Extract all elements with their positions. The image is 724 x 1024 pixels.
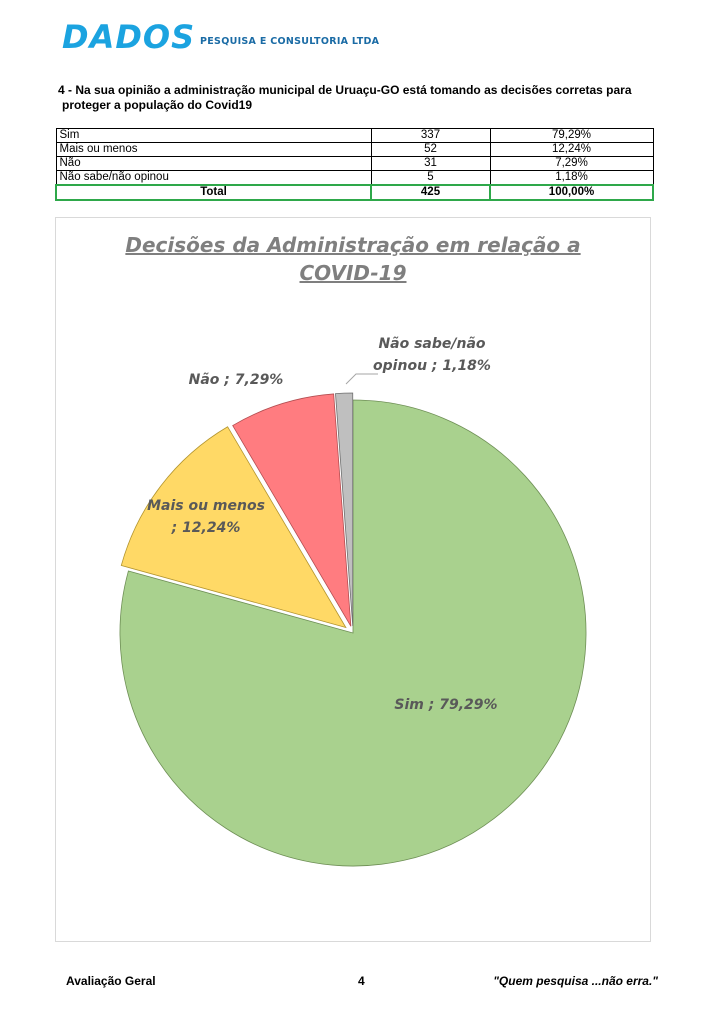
row-label: Mais ou menos bbox=[55, 142, 372, 157]
question-text: 4 - Na sua opinião a administração munic… bbox=[58, 83, 658, 113]
question-line-1: 4 - Na sua opinião a administração munic… bbox=[58, 83, 632, 97]
pie-slices bbox=[119, 392, 587, 867]
row-count: 31 bbox=[370, 156, 491, 171]
chart-title-line-1: Decisões da Administração em relação a bbox=[125, 233, 580, 257]
slice-label-line-2: ; 12,24% bbox=[171, 520, 241, 536]
row-label: Não sabe/não opinou bbox=[55, 170, 372, 186]
footer-section-title: Avaliação Geral bbox=[66, 974, 156, 988]
chart-title-line-2: COVID-19 bbox=[300, 261, 407, 285]
pie-slice-n-o-sabe-n-o-opinou bbox=[335, 392, 354, 627]
pie-chart: Decisões da Administração em relação a C… bbox=[119, 233, 587, 867]
footer-slogan: "Quem pesquisa ...não erra." bbox=[493, 974, 658, 988]
total-percent: 100,00% bbox=[489, 184, 654, 201]
table-row: Não 31 7,29% bbox=[55, 156, 654, 171]
slice-label: Não sabe/não bbox=[378, 336, 485, 352]
table-row: Não sabe/não opinou 5 1,18% bbox=[55, 170, 654, 186]
row-label: Não bbox=[55, 156, 372, 171]
pie-chart-area: Decisões da Administração em relação a C… bbox=[55, 217, 651, 942]
row-percent: 79,29% bbox=[489, 128, 654, 143]
row-count: 52 bbox=[370, 142, 491, 157]
label-leader-line bbox=[345, 373, 378, 385]
table-row: Sim 337 79,29% bbox=[55, 128, 654, 143]
slice-label: Sim ; 79,29% bbox=[394, 697, 497, 713]
pie-labels: Sim ; 79,29% Mais ou menos ; 12,24% Não ; 7… bbox=[147, 336, 498, 713]
row-count: 337 bbox=[370, 128, 491, 143]
pie-slice-sim bbox=[119, 399, 587, 867]
row-percent: 7,29% bbox=[489, 156, 654, 171]
table-total-row: Total 425 100,00% bbox=[55, 184, 654, 201]
slice-label: Mais ou menos bbox=[147, 498, 265, 514]
question-line-2: proteger a população do Covid19 bbox=[62, 98, 253, 112]
row-percent: 12,24% bbox=[489, 142, 654, 157]
footer-page-number: 4 bbox=[358, 974, 365, 988]
pie-slice-n-o bbox=[232, 393, 352, 627]
pie-slice-mais-ou-menos bbox=[120, 426, 347, 629]
slice-label: Não ; 7,29% bbox=[189, 372, 284, 388]
row-percent: 1,18% bbox=[489, 170, 654, 186]
total-count: 425 bbox=[370, 184, 491, 201]
results-table: Sim 337 79,29% Mais ou menos 52 12,24% N… bbox=[55, 128, 654, 201]
logo-subtitle: PESQUISA E CONSULTORIA LTDA bbox=[200, 36, 380, 47]
slice-label-line-2: opinou ; 1,18% bbox=[373, 358, 491, 374]
row-count: 5 bbox=[370, 170, 491, 186]
total-label: Total bbox=[55, 184, 372, 201]
table-row: Mais ou menos 52 12,24% bbox=[55, 142, 654, 157]
row-label: Sim bbox=[55, 128, 372, 143]
logo-wordmark: DADOS bbox=[62, 18, 196, 56]
